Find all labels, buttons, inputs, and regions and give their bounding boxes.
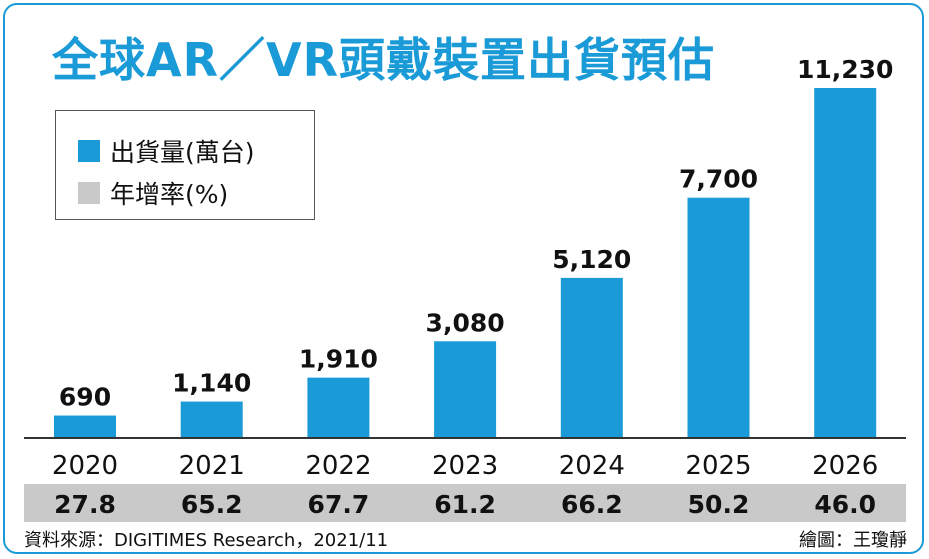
data-label-growth-2022: 67.7 — [308, 490, 370, 519]
x-tick-label-2021: 2021 — [179, 451, 245, 481]
legend-item-growth: 年增率(%) — [78, 175, 228, 211]
source-note: 資料來源：DIGITIMES Research，2021/11 — [24, 530, 389, 551]
data-label-growth-2020: 27.8 — [54, 490, 116, 519]
legend: 出貨量(萬台) 年增率(%) — [55, 110, 315, 220]
chart-title: 全球AR／VR頭戴裝置出貨預估 — [52, 33, 716, 87]
data-label-shipments-2025: 7,700 — [679, 165, 758, 194]
bar-shipments-2022 — [307, 377, 370, 437]
legend-label-growth: 年增率(%) — [110, 180, 229, 209]
data-label-growth-2023: 61.2 — [434, 490, 496, 519]
data-label-shipments-2023: 3,080 — [426, 308, 505, 337]
legend-item-shipments: 出貨量(萬台) — [78, 133, 255, 169]
x-tick-label-2026: 2026 — [812, 451, 878, 481]
bar-shipments-2023 — [434, 341, 497, 437]
chart-card — [3, 3, 924, 554]
x-tick-label-2022: 2022 — [305, 451, 371, 481]
legend-swatch-gray — [78, 182, 100, 204]
data-label-shipments-2020: 690 — [59, 383, 111, 412]
data-label-shipments-2021: 1,140 — [172, 369, 251, 398]
x-tick-label-2024: 2024 — [559, 451, 625, 481]
data-label-shipments-2022: 1,910 — [299, 345, 378, 374]
legend-swatch-blue — [78, 140, 100, 162]
x-tick-label-2023: 2023 — [432, 451, 498, 481]
bar-shipments-2025 — [687, 197, 750, 437]
x-tick-label-2020: 2020 — [52, 451, 118, 481]
data-label-shipments-2026: 11,230 — [797, 55, 893, 84]
bar-shipments-2020 — [54, 415, 116, 437]
credit-note: 繪圖：王瓊靜 — [799, 530, 907, 551]
data-label-shipments-2024: 5,120 — [552, 245, 631, 274]
growth-band — [24, 484, 906, 522]
legend-label-shipments: 出貨量(萬台) — [110, 138, 255, 167]
data-label-growth-2021: 65.2 — [181, 490, 243, 519]
data-label-growth-2026: 46.0 — [814, 490, 876, 519]
bar-shipments-2024 — [560, 277, 623, 437]
bar-shipments-2021 — [180, 401, 243, 437]
x-tick-label-2025: 2025 — [685, 451, 751, 481]
data-label-growth-2024: 66.2 — [561, 490, 623, 519]
data-label-growth-2025: 50.2 — [688, 490, 750, 519]
bar-shipments-2026 — [814, 88, 877, 437]
